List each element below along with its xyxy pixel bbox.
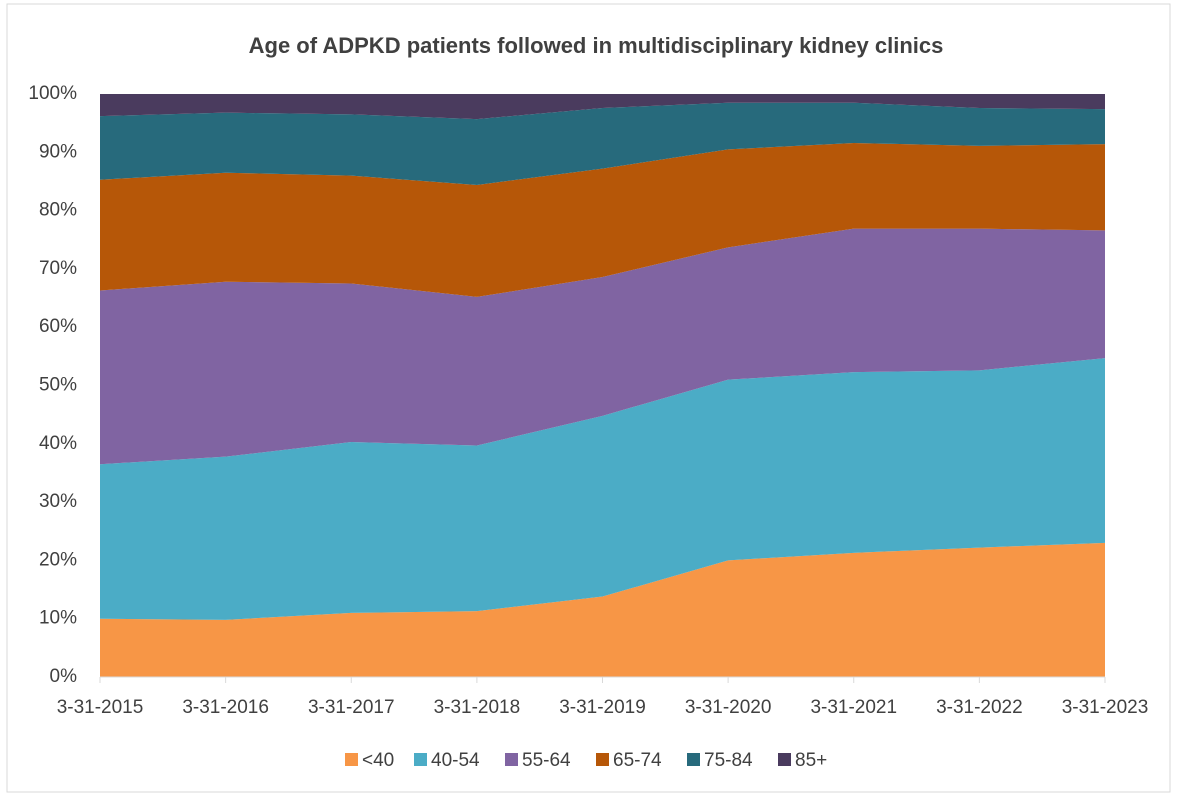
legend-swatch — [414, 753, 427, 766]
x-tick-label: 3-31-2018 — [434, 697, 521, 718]
y-tick-label: 90% — [39, 141, 77, 162]
y-tick-label: 70% — [39, 258, 77, 279]
x-tick-label: 3-31-2021 — [810, 697, 897, 718]
chart-title: Age of ADPKD patients followed in multid… — [249, 33, 944, 58]
y-tick-label: 30% — [39, 491, 77, 512]
legend-label: 75-84 — [704, 750, 753, 771]
legend-swatch — [345, 753, 358, 766]
legend-swatch — [505, 753, 518, 766]
area — [100, 358, 1105, 620]
legend-swatch — [596, 753, 609, 766]
area — [100, 228, 1105, 465]
x-tick-label: 3-31-2022 — [936, 697, 1023, 718]
legend-swatch — [687, 753, 700, 766]
x-tick-label: 3-31-2019 — [559, 697, 646, 718]
x-tick-label: 3-31-2015 — [57, 697, 144, 718]
x-tick-label: 3-31-2016 — [182, 697, 269, 718]
area — [100, 102, 1105, 185]
y-tick-label: 60% — [39, 316, 77, 337]
legend-swatch — [778, 753, 791, 766]
legend-label: 40-54 — [431, 750, 480, 771]
y-tick-label: 0% — [50, 666, 78, 687]
y-tick-label: 80% — [39, 200, 77, 221]
area — [100, 542, 1105, 677]
chart-border — [6, 3, 1171, 793]
y-tick-label: 50% — [39, 375, 77, 396]
legend-label: 85+ — [795, 750, 827, 771]
x-tick-label: 3-31-2017 — [308, 697, 395, 718]
area — [100, 142, 1105, 297]
y-tick-label: 10% — [39, 608, 77, 629]
y-tick-label: 20% — [39, 549, 77, 570]
x-tick-label: 3-31-2020 — [685, 697, 772, 718]
legend-label: 65-74 — [613, 750, 662, 771]
area — [100, 94, 1105, 120]
x-tick-label: 3-31-2023 — [1062, 697, 1149, 718]
legend-label: 55-64 — [522, 750, 571, 771]
y-tick-label: 40% — [39, 433, 77, 454]
legend-label: <40 — [362, 750, 394, 771]
y-tick-label: 100% — [28, 83, 77, 104]
